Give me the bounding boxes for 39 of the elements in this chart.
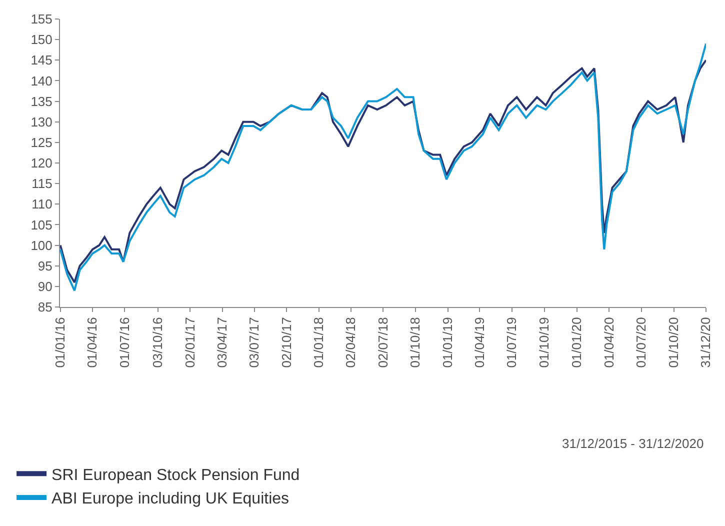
x-tick-label: 03/10/16 (150, 317, 166, 368)
y-tick-label: 110 (32, 196, 52, 212)
y-tick-label: 135 (30, 94, 52, 109)
y-tick-label: 85 (38, 300, 52, 315)
x-tick-label: 03/07/17 (246, 317, 262, 368)
x-tick-label: 01/07/19 (504, 317, 520, 368)
x-tick-label: 01/10/19 (536, 317, 552, 368)
y-tick-label: 125 (30, 134, 52, 150)
y-tick-label: 150 (30, 32, 52, 48)
y-tick-label: 100 (30, 238, 52, 253)
legend-label: ABI Europe including UK Equities (52, 490, 290, 508)
x-tick-label: 03/04/17 (214, 317, 230, 368)
x-tick-label: 31/12/20 (698, 317, 714, 368)
y-tick-label: 145 (30, 52, 52, 68)
y-tick-label: 120 (30, 156, 52, 171)
text: 31/12/2015 - 31/12/2020 (562, 436, 704, 451)
y-tick-label: 155 (30, 12, 52, 27)
x-tick-label: 01/01/18 (311, 317, 326, 368)
x-tick-label: 01/04/20 (601, 317, 616, 368)
x-tick-label: 01/04/19 (472, 317, 487, 368)
x-tick-label: 01/01/20 (569, 317, 584, 368)
y-tick-label: 105 (30, 217, 52, 232)
y-tick-label: 90 (38, 278, 52, 294)
x-tick-label: 01/04/16 (84, 317, 100, 368)
x-tick-label: 02/07/18 (375, 317, 390, 368)
legend-label: SRI European Stock Pension Fund (52, 466, 300, 484)
x-tick-label: 01/07/20 (634, 317, 649, 368)
x-tick-label: 01/01/19 (440, 317, 456, 368)
x-tick-label: 01/10/20 (666, 317, 682, 368)
x-tick-label: 01/01/16 (52, 317, 68, 368)
y-tick-label: 95 (38, 258, 52, 274)
y-tick-label: 115 (32, 176, 52, 192)
x-tick-label: 01/10/18 (408, 317, 423, 368)
y-tick-label: 130 (30, 114, 52, 130)
x-tick-label: 02/10/17 (278, 317, 294, 368)
x-tick-label: 02/01/17 (182, 317, 198, 368)
x-tick-label: 02/04/18 (343, 317, 358, 368)
x-tick-label: 01/07/16 (116, 317, 132, 368)
y-tick-label: 140 (30, 73, 52, 88)
